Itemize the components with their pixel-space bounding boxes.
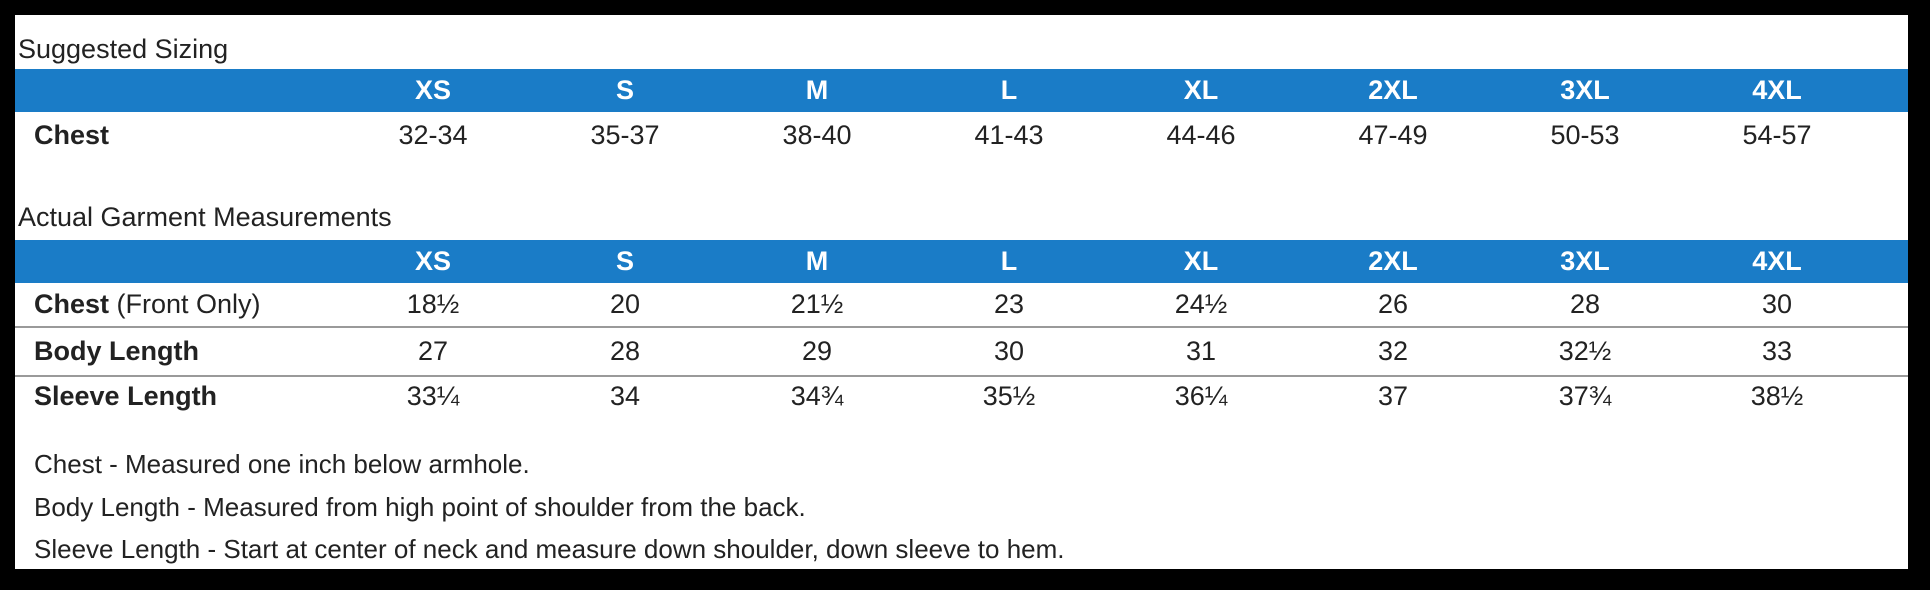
size-value: 37¾ xyxy=(1558,381,1612,411)
row-label: Chest (Front Only) xyxy=(34,291,261,318)
size-value: 24½ xyxy=(1174,289,1228,319)
size-value: 54-57 xyxy=(1742,120,1812,150)
size-value: 30 xyxy=(993,336,1025,366)
row-label-note: (Front Only) xyxy=(116,289,261,319)
size-value: 50-53 xyxy=(1550,120,1620,150)
size-header: M xyxy=(805,246,829,276)
size-value: 32½ xyxy=(1558,336,1612,366)
row-label: Body Length xyxy=(34,338,199,365)
size-header: S xyxy=(615,75,635,105)
size-header: S xyxy=(615,246,635,276)
section-title: Suggested Sizing xyxy=(18,34,229,64)
size-value: 33¼ xyxy=(406,381,460,411)
header-bar: XS S M L XL 2XL 3XL 4XL xyxy=(15,240,1908,283)
size-value: 21½ xyxy=(790,289,844,319)
size-header: XS xyxy=(414,246,452,276)
size-header: XS xyxy=(414,75,452,105)
size-header: 2XL xyxy=(1368,75,1418,105)
size-header: L xyxy=(1000,246,1018,276)
size-value: 32-34 xyxy=(398,120,468,150)
size-header: 4XL xyxy=(1752,246,1802,276)
size-value: 29 xyxy=(801,336,833,366)
row-separator xyxy=(15,326,1908,328)
size-value: 44-46 xyxy=(1166,120,1236,150)
size-value: 34¾ xyxy=(790,381,844,411)
size-header: L xyxy=(1000,75,1018,105)
header-bar: XS S M L XL 2XL 3XL 4XL xyxy=(15,69,1908,112)
note: Chest - Measured one inch below armhole. xyxy=(34,449,530,479)
size-value: 28 xyxy=(1569,289,1601,319)
size-value: 35-37 xyxy=(590,120,660,150)
size-header: 3XL xyxy=(1560,75,1610,105)
size-value: 20 xyxy=(609,289,641,319)
size-value: 35½ xyxy=(982,381,1036,411)
note: Sleeve Length - Start at center of neck … xyxy=(34,534,1065,564)
size-value: 38-40 xyxy=(782,120,852,150)
size-value: 38½ xyxy=(1750,381,1804,411)
size-header: M xyxy=(805,75,829,105)
size-value: 37 xyxy=(1377,381,1409,411)
size-header: 2XL xyxy=(1368,246,1418,276)
row-label: Sleeve Length xyxy=(34,383,217,410)
size-value: 18½ xyxy=(406,289,460,319)
size-value: 34 xyxy=(609,381,641,411)
size-header: 4XL xyxy=(1752,75,1802,105)
size-value: 27 xyxy=(417,336,449,366)
size-chart: Suggested Sizing XS S M L XL 2XL 3XL 4XL Chest 32-… xyxy=(15,15,1908,569)
size-value: 32 xyxy=(1377,336,1409,366)
row-label: Chest xyxy=(34,122,109,149)
row-label-text: Body Length xyxy=(34,336,199,366)
size-value: 23 xyxy=(993,289,1025,319)
size-value: 33 xyxy=(1761,336,1793,366)
row-label-text: Chest xyxy=(34,289,110,319)
size-value: 36¼ xyxy=(1174,381,1228,411)
section-title: Actual Garment Measurements xyxy=(18,202,392,232)
size-header: XL xyxy=(1183,75,1219,105)
row-label-text: Sleeve Length xyxy=(34,381,218,411)
size-value: 31 xyxy=(1185,336,1217,366)
size-value: 28 xyxy=(609,336,641,366)
size-header: 3XL xyxy=(1560,246,1610,276)
size-value: 30 xyxy=(1761,289,1793,319)
row-label-text: Chest xyxy=(34,120,110,150)
row-separator xyxy=(15,375,1908,377)
size-header: XL xyxy=(1183,246,1219,276)
size-value: 41-43 xyxy=(974,120,1044,150)
size-value: 47-49 xyxy=(1358,120,1428,150)
note: Body Length - Measured from high point o… xyxy=(34,491,806,522)
size-value: 26 xyxy=(1377,289,1409,319)
